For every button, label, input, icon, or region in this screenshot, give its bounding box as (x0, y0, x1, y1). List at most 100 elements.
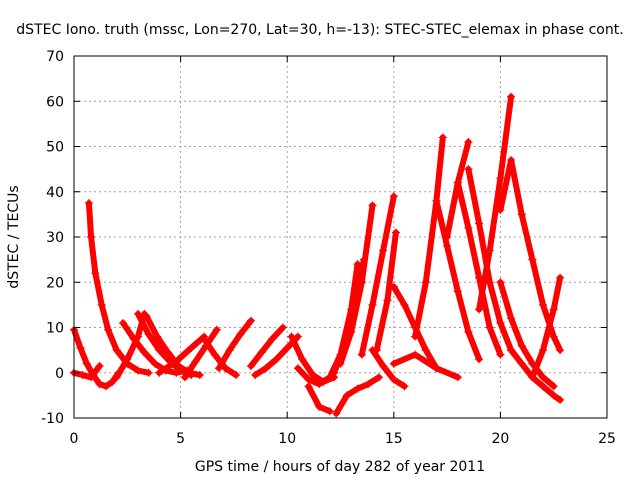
series-trace (337, 202, 376, 367)
data-point (368, 346, 377, 355)
series-trace (181, 326, 220, 381)
data-point (236, 330, 245, 339)
data-point (304, 375, 313, 384)
data-point (108, 377, 117, 386)
data-point (379, 361, 388, 370)
y-tick-label: 40 (46, 185, 64, 201)
chart-title: dSTEC Iono. truth (mssc, Lon=270, Lat=30… (16, 22, 623, 38)
data-point (475, 305, 484, 314)
data-point (133, 332, 142, 341)
series (496, 278, 558, 391)
data-point (82, 359, 91, 368)
data-point (91, 269, 100, 278)
series (304, 382, 334, 416)
series-trace (71, 326, 122, 390)
data-point (298, 355, 307, 364)
data-point (411, 332, 420, 341)
data-marks (70, 92, 565, 418)
data-point (464, 137, 473, 146)
series-trace (369, 347, 408, 390)
data-point (539, 300, 548, 309)
data-point (142, 312, 151, 321)
data-point (496, 205, 505, 214)
data-point (411, 350, 420, 359)
data-point (246, 361, 255, 370)
data-point (246, 316, 255, 325)
series (372, 228, 400, 355)
data-point (163, 348, 172, 357)
series-trace (497, 279, 557, 390)
data-point (330, 368, 339, 377)
data-point (195, 371, 204, 380)
series-trace (529, 274, 564, 381)
data-point (304, 382, 313, 391)
data-point (225, 346, 234, 355)
data-point (212, 325, 221, 334)
data-point (155, 368, 164, 377)
data-point (144, 368, 153, 377)
data-point (389, 192, 398, 201)
data-point (325, 407, 334, 416)
data-point (133, 366, 142, 375)
data-point (464, 328, 473, 337)
y-tick-label: 50 (46, 140, 64, 156)
data-point (172, 357, 181, 366)
data-point (507, 92, 516, 101)
data-point (140, 348, 149, 357)
data-point (383, 296, 392, 305)
x-tick-label: 5 (176, 431, 185, 447)
series (389, 350, 462, 382)
data-point (485, 278, 494, 287)
data-point (119, 318, 128, 327)
data-point (496, 174, 505, 183)
series (453, 178, 505, 359)
series (246, 323, 287, 370)
data-point (556, 395, 565, 404)
data-point (155, 346, 164, 355)
y-tick-label: 10 (46, 321, 64, 337)
series-trace (508, 347, 564, 403)
data-point (357, 278, 366, 287)
data-point (95, 361, 104, 370)
data-point (549, 332, 558, 341)
data-point (549, 382, 558, 391)
data-point (485, 323, 494, 332)
data-point (315, 402, 324, 411)
x-tick-label: 20 (491, 431, 509, 447)
data-point (475, 273, 484, 282)
series (332, 373, 383, 418)
y-tick-label: 60 (46, 94, 64, 110)
data-point (272, 355, 281, 364)
data-point (528, 373, 537, 382)
data-point (283, 343, 292, 352)
series-trace (71, 363, 103, 381)
data-point (123, 355, 132, 364)
data-point (443, 242, 452, 251)
data-point (251, 371, 260, 380)
series-trace (412, 134, 446, 340)
data-point (517, 210, 526, 219)
data-point (287, 332, 296, 341)
data-point (549, 305, 558, 314)
data-point (400, 382, 409, 391)
data-point (191, 357, 200, 366)
data-point (496, 318, 505, 327)
data-point (475, 355, 484, 364)
data-point (443, 233, 452, 241)
data-point (87, 373, 96, 382)
data-point (464, 223, 473, 232)
data-point (84, 199, 93, 208)
data-point (507, 156, 516, 165)
data-point (101, 382, 110, 391)
data-point (187, 343, 196, 352)
data-point (210, 350, 219, 359)
x-axis-label: GPS time / hours of day 282 of year 2011 (195, 459, 485, 475)
data-point (153, 332, 162, 341)
data-point (78, 371, 87, 380)
data-point (556, 273, 565, 282)
data-point (364, 380, 373, 389)
data-point (336, 359, 345, 368)
data-point (257, 348, 266, 357)
data-point (112, 346, 121, 355)
data-point (342, 391, 351, 400)
